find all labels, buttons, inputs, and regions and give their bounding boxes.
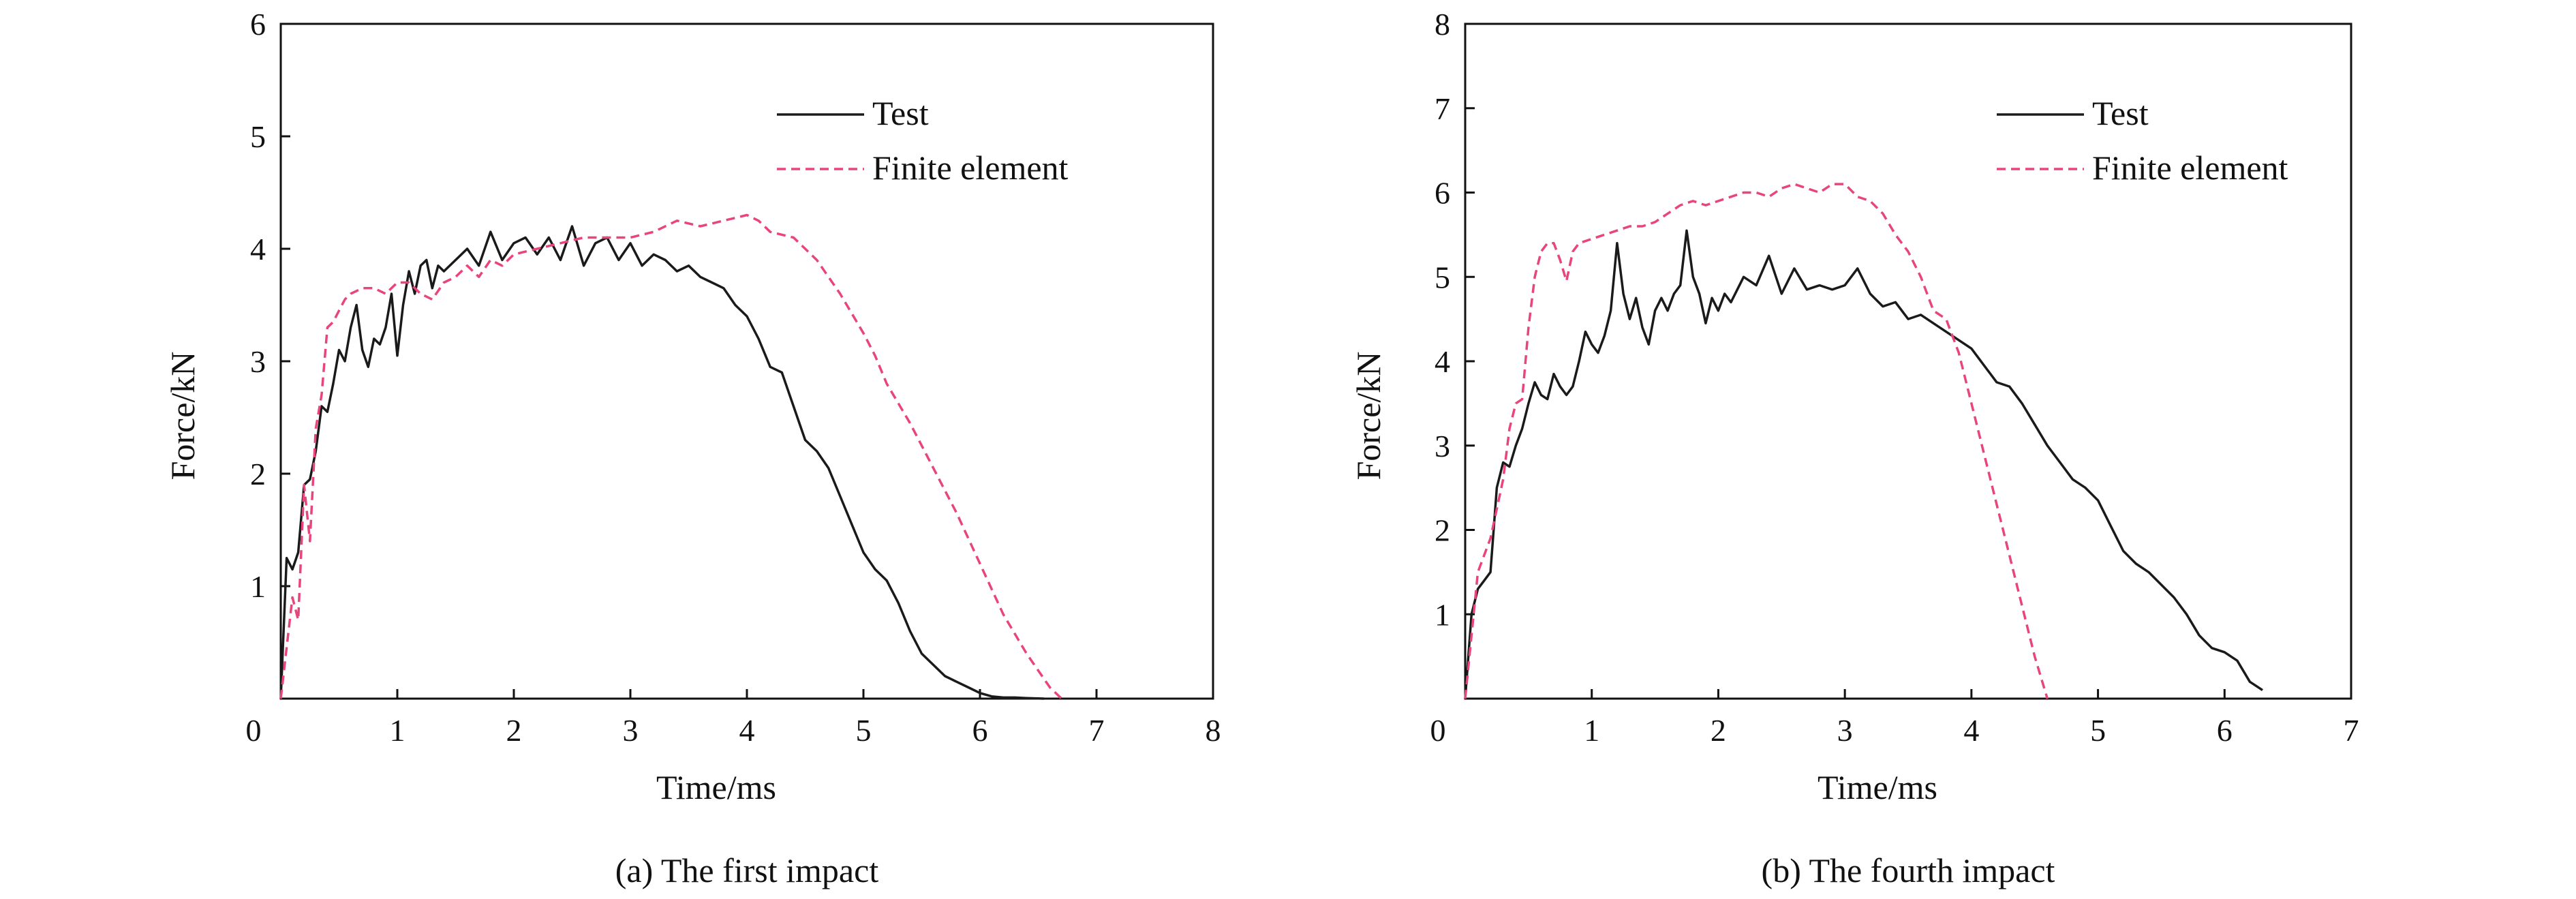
y-tick-label: 1 bbox=[1435, 597, 1450, 632]
series-finite-element-line bbox=[279, 213, 1062, 700]
y-tick-label: 2 bbox=[1435, 513, 1450, 548]
x-tick-label: 3 bbox=[623, 713, 639, 748]
y-tick-label: 4 bbox=[1435, 344, 1450, 379]
legend-label-test: Test bbox=[2092, 94, 2149, 132]
y-tick-label: 3 bbox=[1435, 429, 1450, 463]
y-tick-label: 4 bbox=[250, 232, 266, 266]
y-tick-label: 8 bbox=[1435, 7, 1450, 42]
x-tick-label: 3 bbox=[1837, 713, 1853, 748]
y-tick-label: 3 bbox=[250, 344, 266, 379]
x-tick-label: 5 bbox=[856, 713, 872, 748]
series-test-line bbox=[279, 225, 1045, 700]
y-tick-label: 7 bbox=[1435, 91, 1450, 126]
plot-frame bbox=[279, 22, 1214, 700]
x-axis-title: Time/ms bbox=[1818, 768, 1937, 806]
y-tick-label: 1 bbox=[250, 569, 266, 604]
x-tick-label: 5 bbox=[2090, 713, 2106, 748]
y-axis-title: Force/kN bbox=[164, 352, 202, 481]
y-tick-label: 5 bbox=[1435, 260, 1450, 294]
x-tick-label: 1 bbox=[1584, 713, 1599, 748]
legend-label-finite-element: Finite element bbox=[2092, 149, 2288, 187]
y-tick-label: 6 bbox=[250, 7, 266, 42]
x-tick-label: 1 bbox=[390, 713, 405, 748]
panel-caption: (b) The fourth impact bbox=[1762, 851, 2055, 889]
plot-frame bbox=[1464, 22, 2352, 700]
y-tick-label: 5 bbox=[250, 119, 266, 154]
x-tick-label: 7 bbox=[1089, 713, 1105, 748]
y-axis-title: Force/kN bbox=[1349, 352, 1387, 481]
panel-first-impact: 1 2 3 4 5 6 7 8 1 2 3 4 5 6 0 Time/ms Force/kN (a) The fi… bbox=[164, 7, 1221, 889]
x-tick-label: 8 bbox=[1206, 713, 1221, 748]
origin-label: 0 bbox=[1430, 713, 1446, 748]
y-tick-label: 2 bbox=[250, 457, 266, 491]
x-axis-title: Time/ms bbox=[656, 768, 776, 806]
x-tick-label: 6 bbox=[2217, 713, 2233, 748]
legend-label-test: Test bbox=[872, 94, 929, 132]
panel-fourth-impact: 1 2 3 4 5 6 7 1 2 3 4 5 6 7 8 0 Time/ms Force/kN (b) The f… bbox=[1349, 7, 2359, 889]
series-test-line bbox=[1464, 229, 2263, 699]
panel-caption: (a) The first impact bbox=[615, 851, 879, 889]
x-tick-label: 6 bbox=[972, 713, 988, 748]
x-tick-label: 2 bbox=[506, 713, 522, 748]
x-tick-label: 4 bbox=[1963, 713, 1979, 748]
y-tick-label: 6 bbox=[1435, 176, 1450, 211]
x-tick-label: 7 bbox=[2344, 713, 2359, 748]
origin-label: 0 bbox=[246, 713, 262, 748]
series-finite-element-line bbox=[1464, 183, 2049, 699]
x-tick-label: 2 bbox=[1711, 713, 1726, 748]
x-tick-label: 4 bbox=[739, 713, 755, 748]
legend-label-finite-element: Finite element bbox=[872, 149, 1069, 187]
